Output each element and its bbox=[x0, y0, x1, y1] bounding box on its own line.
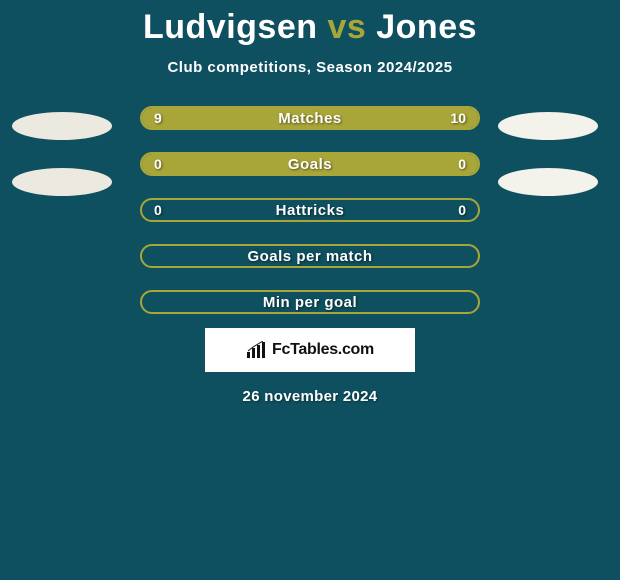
bars-icon bbox=[246, 341, 268, 359]
stat-label: Min per goal bbox=[142, 292, 478, 312]
subtitle: Club competitions, Season 2024/2025 bbox=[167, 59, 452, 76]
stat-bar: 910Matches bbox=[140, 106, 480, 130]
stat-label: Goals bbox=[142, 154, 478, 174]
stat-label: Goals per match bbox=[142, 246, 478, 266]
player2-badge bbox=[498, 168, 598, 196]
brand-text: FcTables.com bbox=[272, 341, 374, 359]
root: Ludvigsen vs Jones Club competitions, Se… bbox=[0, 0, 620, 405]
player1-badge bbox=[12, 168, 112, 196]
player2-name: Jones bbox=[376, 8, 477, 46]
player1-name: Ludvigsen bbox=[143, 8, 318, 46]
content-row: 910Matches 00Goals 00Hattricks Goals per ma… bbox=[0, 106, 620, 314]
left-side-column bbox=[12, 106, 122, 196]
stat-bars: 910Matches 00Goals 00Hattricks Goals per ma… bbox=[140, 106, 480, 314]
stat-label: Matches bbox=[142, 108, 478, 128]
player2-badge bbox=[498, 112, 598, 140]
stat-bar: Min per goal bbox=[140, 290, 480, 314]
right-side-column bbox=[498, 106, 608, 196]
date-label: 26 november 2024 bbox=[243, 388, 378, 405]
page-title: Ludvigsen vs Jones bbox=[143, 8, 477, 47]
stat-bar: 00Hattricks bbox=[140, 198, 480, 222]
stat-bar: 00Goals bbox=[140, 152, 480, 176]
stat-bar: Goals per match bbox=[140, 244, 480, 268]
stat-label: Hattricks bbox=[142, 200, 478, 220]
player1-badge bbox=[12, 112, 112, 140]
vs-label: vs bbox=[327, 8, 366, 46]
brand-box: FcTables.com bbox=[205, 328, 415, 372]
